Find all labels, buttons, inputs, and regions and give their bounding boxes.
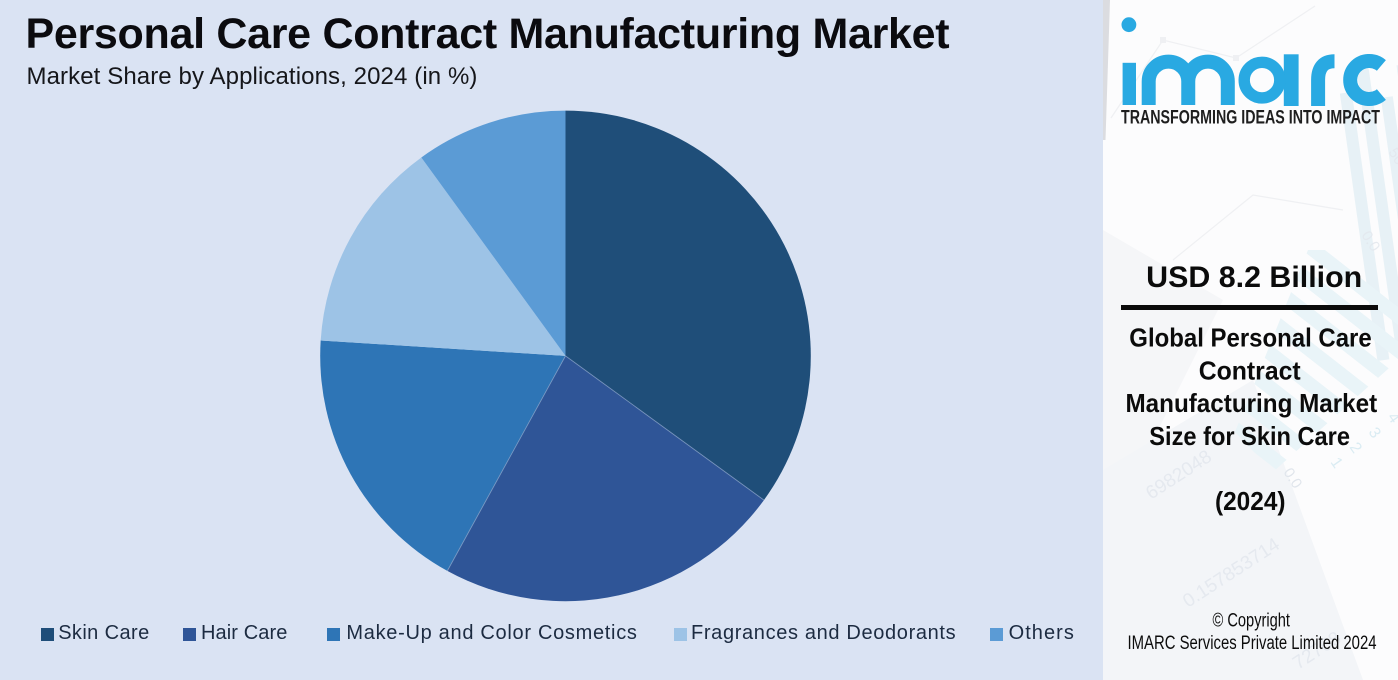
svg-text:4: 4 — [1384, 410, 1398, 427]
svg-text:1: 1 — [1327, 455, 1346, 472]
svg-text:Global Personal Care: Global Personal Care — [1129, 323, 1371, 353]
svg-text:(2024): (2024) — [1215, 486, 1286, 516]
svg-text:Size for Skin Care: Size for Skin Care — [1149, 421, 1350, 451]
svg-text:TRANSFORMING IDEAS INTO IMPACT: TRANSFORMING IDEAS INTO IMPACT — [1121, 106, 1380, 128]
svg-text:Manufacturing Market: Manufacturing Market — [1126, 388, 1378, 418]
svg-text:Contract: Contract — [1199, 355, 1301, 385]
svg-text:© Copyright: © Copyright — [1213, 611, 1291, 632]
svg-text:USD 8.2 Billion: USD 8.2 Billion — [1146, 261, 1362, 294]
svg-text:IMARC Services Private Limited: IMARC Services Private Limited 2024 — [1128, 633, 1377, 654]
svg-text:3: 3 — [1365, 425, 1384, 442]
